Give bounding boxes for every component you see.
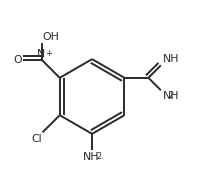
Text: NH: NH (83, 152, 99, 162)
Text: NH: NH (162, 91, 179, 101)
Text: 2: 2 (169, 91, 174, 100)
Text: OH: OH (42, 32, 59, 42)
Text: NH: NH (162, 54, 179, 64)
Text: 2: 2 (97, 152, 102, 161)
Text: Cl: Cl (31, 134, 42, 144)
Text: O: O (13, 55, 22, 65)
Text: +: + (45, 49, 51, 58)
Text: N: N (37, 49, 45, 59)
